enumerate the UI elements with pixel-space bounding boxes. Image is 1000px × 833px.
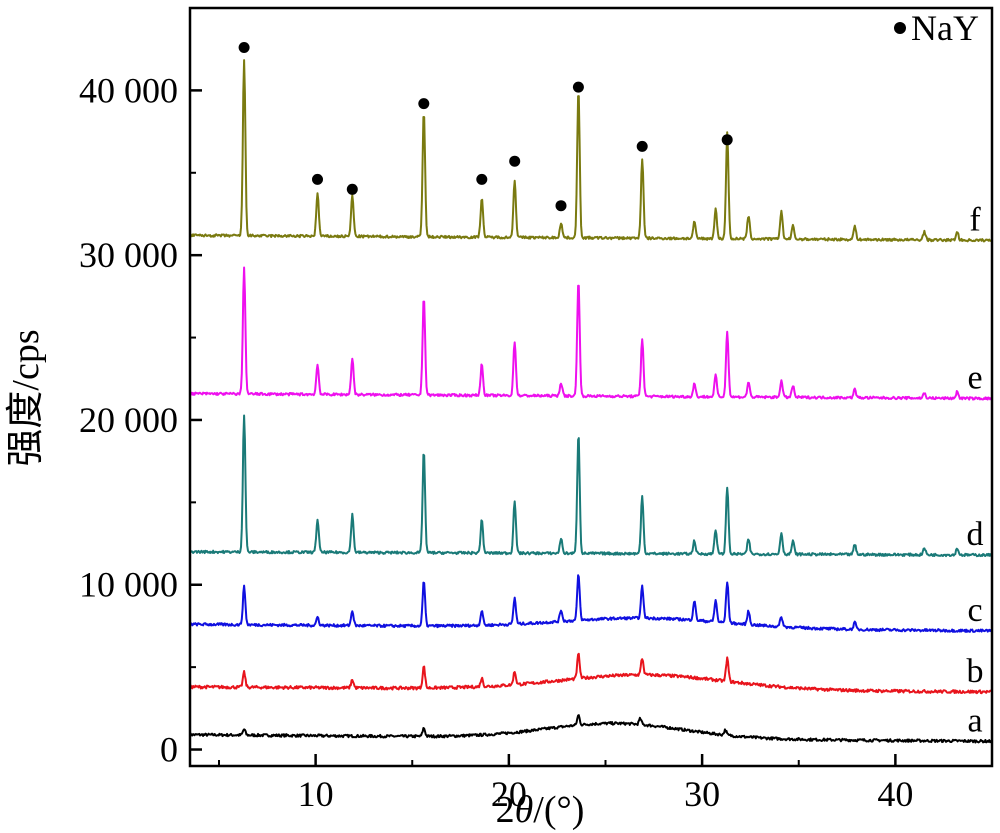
legend-marker <box>894 22 906 34</box>
series-layer <box>189 59 993 744</box>
y-tick-label: 20 000 <box>79 400 178 440</box>
series-line-d <box>189 414 992 558</box>
nay-marker <box>238 42 250 53</box>
y-tick-label: 10 000 <box>79 565 178 605</box>
curve-label-a: a <box>967 702 982 739</box>
x-axis-title: 2θ/(°) <box>496 789 585 831</box>
x-tick-label: 30 <box>684 774 720 814</box>
curve-label-c: c <box>967 592 982 629</box>
nay-marker <box>312 173 323 185</box>
marker-layer <box>238 42 733 212</box>
x-axis-title-prefix: 2 <box>496 789 515 831</box>
plot-frame <box>188 6 994 768</box>
nay-marker <box>555 200 567 212</box>
nay-marker <box>509 155 521 167</box>
series-line-b <box>189 652 993 695</box>
y-tick-label: 30 000 <box>79 235 178 275</box>
nay-marker <box>476 173 488 185</box>
y-axis-title: 强度/cps <box>5 329 47 466</box>
x-tick-label: 40 <box>877 774 913 814</box>
y-axis: 0 10 000 20 000 30 000 40 000 <box>79 70 202 770</box>
x-tick-label: 20 <box>491 774 527 814</box>
series-line-e <box>189 266 992 401</box>
curve-label-e: e <box>967 360 982 397</box>
series-line-c <box>189 574 993 633</box>
series-line-a <box>189 714 993 744</box>
legend: NaY <box>894 8 979 48</box>
nay-marker <box>721 134 733 146</box>
nay-marker <box>346 183 358 195</box>
series-line-f <box>189 59 992 243</box>
legend-label: NaY <box>911 8 979 48</box>
x-axis: 10 20 30 40 <box>217 754 913 814</box>
y-tick-label: 0 <box>160 730 178 770</box>
x-tick-label: 10 <box>298 774 334 814</box>
nay-marker <box>636 140 648 152</box>
nay-marker <box>418 98 430 110</box>
y-tick-label: 40 000 <box>79 70 178 110</box>
curve-labels: abc d e f <box>967 201 984 739</box>
curve-label-d: d <box>967 516 984 553</box>
nay-marker <box>572 81 584 93</box>
curve-label-b: b <box>967 653 984 690</box>
x-axis-title-theta: θ <box>515 789 534 831</box>
curve-label-f: f <box>969 201 981 238</box>
x-axis-title-suffix: /(°) <box>533 789 584 831</box>
